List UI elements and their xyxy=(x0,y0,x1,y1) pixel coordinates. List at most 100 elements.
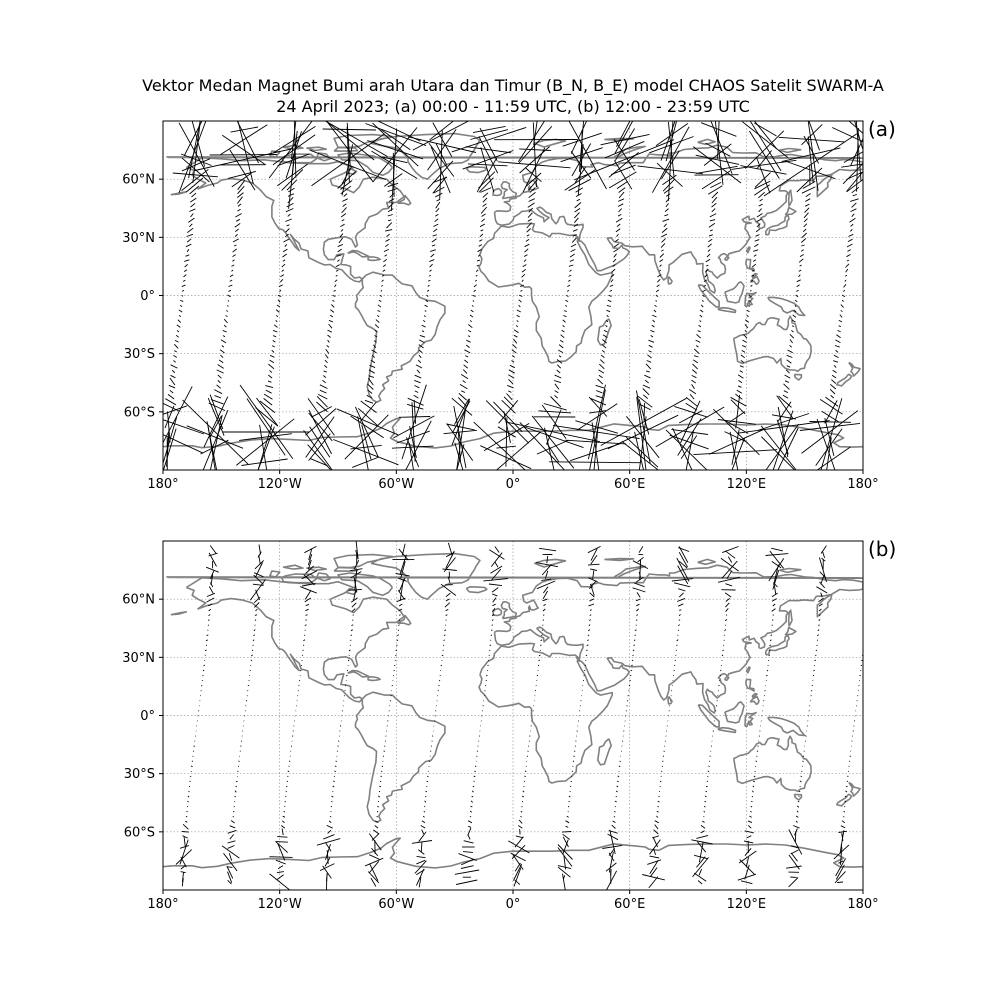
field-vector xyxy=(431,238,437,243)
field-vector xyxy=(287,196,294,204)
field-vector xyxy=(678,624,680,627)
field-vector xyxy=(724,420,749,434)
field-vector xyxy=(541,404,567,440)
x-tick-label: 180° xyxy=(147,477,178,492)
field-vector xyxy=(416,855,426,859)
field-vector xyxy=(768,558,785,582)
field-vector xyxy=(480,229,484,232)
field-vector xyxy=(569,253,575,258)
field-vector xyxy=(432,234,437,237)
field-vector xyxy=(169,377,176,386)
field-vector xyxy=(183,274,187,278)
field-vector xyxy=(426,294,429,297)
field-vector xyxy=(844,274,848,277)
field-vector xyxy=(731,437,746,470)
field-vector xyxy=(185,243,192,248)
field-vector xyxy=(411,840,433,844)
field-vector xyxy=(794,304,797,308)
field-vector xyxy=(616,223,621,227)
field-vector xyxy=(855,121,862,181)
field-vector xyxy=(467,163,508,167)
field-vector xyxy=(399,554,407,575)
field-vector xyxy=(357,416,369,470)
field-vector xyxy=(364,857,384,867)
field-vector xyxy=(501,399,516,414)
field-vector xyxy=(784,380,789,383)
field-vector xyxy=(811,684,814,687)
field-vector xyxy=(236,418,295,466)
field-vector xyxy=(563,854,567,870)
y-tick-label: 30°S xyxy=(124,347,155,362)
field-vector xyxy=(700,825,706,829)
field-vector xyxy=(401,543,406,556)
field-vector xyxy=(430,745,433,747)
field-vector xyxy=(208,402,226,412)
field-vector xyxy=(700,122,737,137)
field-vector xyxy=(661,770,663,773)
field-vector xyxy=(340,223,345,227)
field-vector xyxy=(368,861,380,874)
field-vector xyxy=(416,869,425,876)
x-tick-label: 120°E xyxy=(727,897,767,912)
field-vector xyxy=(298,685,300,687)
field-vector xyxy=(791,329,794,333)
field-vector xyxy=(444,629,447,631)
field-vector xyxy=(275,315,279,317)
field-vector xyxy=(465,344,470,348)
field-vector xyxy=(267,380,272,383)
field-vector xyxy=(272,340,276,343)
field-vector xyxy=(178,315,181,318)
field-vector xyxy=(462,851,473,853)
field-vector xyxy=(664,214,669,217)
field-vector xyxy=(786,359,792,364)
field-vector xyxy=(248,679,250,682)
field-vector xyxy=(675,649,677,651)
field-vector xyxy=(795,820,798,823)
field-vector xyxy=(565,299,569,303)
field-vector xyxy=(648,876,659,889)
field-vector xyxy=(191,760,194,763)
field-vector xyxy=(382,264,387,268)
field-vector xyxy=(378,795,381,798)
field-vector xyxy=(542,619,545,621)
field-vector xyxy=(232,254,236,257)
field-vector xyxy=(700,830,705,834)
field-vector xyxy=(197,715,199,717)
field-vector xyxy=(210,399,224,405)
x-tick-label: 120°W xyxy=(258,897,302,912)
field-vector xyxy=(692,369,698,374)
field-vector xyxy=(184,259,190,262)
field-vector xyxy=(847,775,849,778)
field-vector xyxy=(424,800,427,803)
field-vector xyxy=(397,629,400,631)
field-vector xyxy=(227,170,257,179)
field-vector xyxy=(706,780,709,783)
field-vector xyxy=(843,289,846,292)
field-vector xyxy=(632,649,635,652)
field-vector xyxy=(761,436,796,470)
field-vector xyxy=(633,644,635,647)
field-vector xyxy=(188,790,190,793)
field-vector xyxy=(494,546,500,553)
field-vector xyxy=(576,198,581,202)
field-vector xyxy=(552,424,640,440)
field-vector xyxy=(608,848,615,856)
field-vector xyxy=(460,858,474,866)
field-vector xyxy=(820,545,827,554)
field-vector xyxy=(544,570,549,579)
field-vector xyxy=(753,254,757,257)
field-vector xyxy=(526,234,530,237)
field-vector xyxy=(325,121,374,183)
field-vector xyxy=(508,840,530,854)
field-vector xyxy=(515,835,524,839)
field-vector xyxy=(647,859,662,865)
coastline xyxy=(697,704,720,728)
field-vector xyxy=(283,810,286,813)
coastline xyxy=(836,793,853,807)
field-vector xyxy=(178,309,183,313)
field-vector xyxy=(379,785,382,788)
field-vector xyxy=(346,122,351,167)
field-vector xyxy=(352,456,380,468)
field-vector xyxy=(253,572,264,578)
field-vector xyxy=(562,875,566,880)
